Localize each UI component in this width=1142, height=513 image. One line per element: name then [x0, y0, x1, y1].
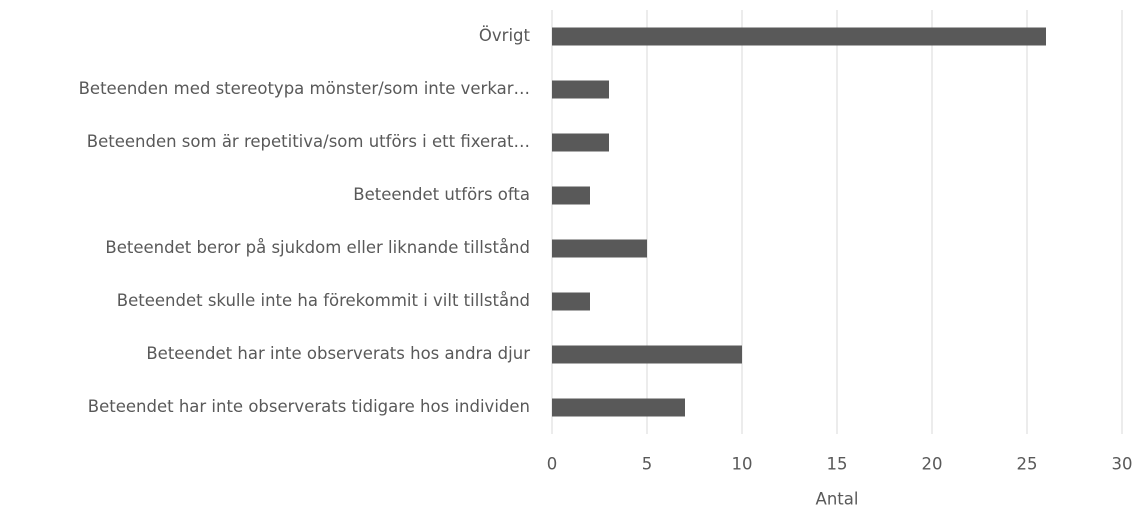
x-tick-label: 5 [642, 455, 653, 474]
bar [552, 398, 685, 417]
bar [552, 239, 647, 258]
bar [552, 80, 609, 99]
x-tick-label: 25 [1017, 455, 1038, 474]
y-tick-label: Beteendet har inte observerats hos andra… [146, 344, 530, 363]
y-tick-label: Övrigt [479, 26, 531, 45]
bar [552, 186, 590, 205]
x-tick-label: 15 [827, 455, 848, 474]
x-tick-label: 30 [1112, 455, 1133, 474]
bar [552, 345, 742, 364]
y-tick-label: Beteendet utförs ofta [353, 185, 530, 204]
y-tick-label: Beteendet skulle inte ha förekommit i vi… [117, 291, 530, 310]
bar [552, 292, 590, 311]
bar [552, 27, 1046, 46]
x-tick-label: 20 [922, 455, 943, 474]
x-tick-label: 10 [732, 455, 753, 474]
x-axis-label: Antal [816, 490, 859, 509]
y-tick-label: Beteenden som är repetitiva/som utförs i… [87, 132, 530, 151]
y-tick-label: Beteenden med stereotypa mönster/som int… [79, 79, 530, 98]
y-tick-label: Beteendet beror på sjukdom eller liknand… [105, 238, 530, 257]
y-tick-label: Beteendet har inte observerats tidigare … [88, 397, 530, 416]
x-tick-label: 0 [547, 455, 558, 474]
bar [552, 133, 609, 152]
